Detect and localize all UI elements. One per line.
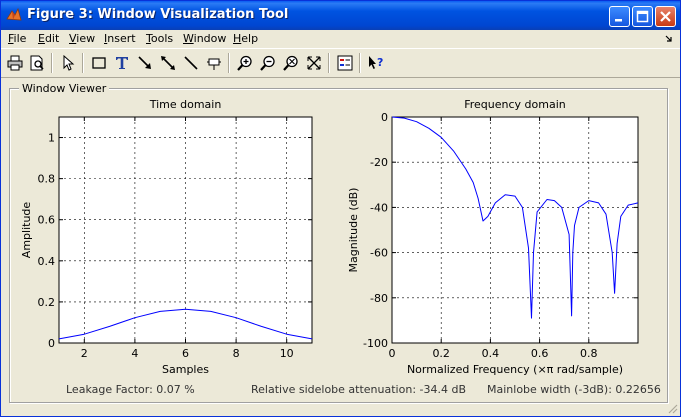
resize-grip-icon[interactable] (666, 402, 678, 414)
series-line (391, 116, 639, 319)
dock-arrow-icon[interactable] (665, 35, 673, 43)
zoom-out-button[interactable] (257, 52, 279, 74)
y-tick-label: -20 (370, 156, 388, 169)
x-tick-label: 2 (81, 347, 88, 360)
whats-this-button[interactable]: ? (365, 52, 387, 74)
toolbar-separator (228, 53, 230, 73)
zoom-in-button[interactable] (234, 52, 256, 74)
x-tick-label: 4 (131, 347, 138, 360)
mainlobe-width-text: Mainlobe width (-3dB): 0.22656 (487, 383, 661, 396)
close-button[interactable] (655, 6, 676, 27)
x-tick-label: 8 (233, 347, 240, 360)
toolbar-separator (328, 53, 330, 73)
pin-icon (207, 58, 221, 70)
frequency-domain-chart[interactable]: 0 0.2 0.4 0.6 0.8 0 -20 -40 -60 -80 -100 Frequency … (347, 98, 639, 376)
pan-button[interactable] (280, 52, 302, 74)
y-tick-label: 0.8 (38, 173, 56, 186)
legend-button[interactable] (334, 52, 356, 74)
toolbar-separator (51, 53, 53, 73)
menu-bar: File Edit View Insert Tools Window Help (1, 30, 680, 48)
y-tick-label: -40 (370, 201, 388, 214)
data-cursor-icon (307, 56, 321, 70)
chart-title: Time domain (149, 98, 222, 111)
insert-text-icon (116, 57, 128, 69)
axes-box (391, 116, 639, 344)
menu-edit[interactable]: Edit (38, 32, 60, 45)
print-preview-icon (30, 55, 44, 71)
menu-help[interactable]: Help (233, 32, 259, 45)
insert-arrow-icon (161, 56, 175, 70)
insert-line-icon (184, 56, 198, 70)
x-axis-label: Samples (162, 363, 209, 376)
minimize-icon (615, 19, 622, 22)
y-tick-label: 0 (381, 111, 388, 124)
y-tick-label: 0.4 (38, 255, 56, 268)
series-line (58, 308, 313, 340)
x-tick-label: 0.6 (531, 347, 549, 360)
print-preview-button[interactable] (26, 52, 48, 74)
insert-arrow-button[interactable] (134, 52, 156, 74)
toolbar-separator (359, 53, 361, 73)
menu-insert[interactable]: Insert (104, 32, 136, 45)
chart-title: Frequency domain (464, 98, 566, 111)
sidelobe-attenuation-text: Relative sidelobe attenuation: -34.4 dB (251, 383, 467, 396)
minimize-button[interactable] (609, 6, 630, 27)
y-tick-label: 1 (48, 132, 55, 145)
window-title: Figure 3: Window Visualization Tool (27, 7, 289, 22)
menu-file[interactable]: File (8, 32, 27, 45)
y-tick-label: 0.6 (38, 214, 56, 227)
select-arrow-icon (63, 55, 75, 71)
x-tick-label: 0.4 (482, 347, 500, 360)
toolbar-separator (82, 53, 84, 73)
y-tick-label: 0 (48, 337, 55, 350)
leakage-factor-text: Leakage Factor: 0.07 % (66, 383, 195, 396)
pin-button[interactable] (203, 52, 225, 74)
panel-title: Window Viewer (19, 82, 110, 95)
menu-tools[interactable]: Tools (146, 32, 174, 45)
y-tick-label: -100 (363, 337, 388, 350)
rotate-button[interactable] (303, 52, 325, 74)
zoom-out-icon (260, 55, 275, 71)
menu-window[interactable]: Window (183, 32, 227, 45)
insert-rectangle-button[interactable] (88, 52, 110, 74)
svg-text:?: ? (377, 56, 383, 69)
x-tick-label: 0.2 (432, 347, 450, 360)
x-axis-label: Normalized Frequency (×π rad/sample) (407, 363, 623, 376)
insert-text-button[interactable] (111, 52, 133, 74)
insert-line-button[interactable] (180, 52, 202, 74)
time-domain-chart[interactable]: 2 4 6 8 10 0 0.2 0.4 0.6 0.8 1 Time domain Samples Am… (20, 98, 313, 376)
menu-view[interactable]: View (69, 32, 96, 45)
pan-icon (283, 55, 298, 71)
maximize-button[interactable] (632, 6, 653, 27)
x-tick-label: 6 (182, 347, 189, 360)
legend-icon (337, 55, 353, 71)
print-icon (7, 55, 23, 71)
matlab-icon (6, 7, 22, 21)
window-viewer-panel (9, 88, 668, 403)
y-tick-label: -80 (370, 292, 388, 305)
y-axis-label: Magnitude (dB) (347, 188, 360, 273)
select-button[interactable] (57, 52, 79, 74)
y-tick-label: -60 (370, 247, 388, 260)
zoom-in-icon (237, 55, 252, 71)
print-button[interactable] (4, 52, 26, 74)
x-tick-label: 10 (280, 347, 294, 360)
maximize-icon (636, 10, 649, 23)
insert-double-arrow-button[interactable] (157, 52, 179, 74)
whats-this-help-icon: ? (369, 56, 383, 69)
plot-area (392, 117, 638, 343)
close-icon (660, 11, 671, 22)
insert-arrow-icon (138, 56, 151, 69)
toolbar: ? (1, 48, 680, 78)
x-tick-label: 0.8 (580, 347, 598, 360)
x-tick-label: 0 (389, 347, 396, 360)
title-bar[interactable]: Figure 3: Window Visualization Tool (1, 1, 680, 30)
y-tick-label: 0.2 (38, 296, 56, 309)
plot-area (59, 117, 312, 343)
insert-rectangle-icon (92, 57, 106, 69)
y-axis-label: Amplitude (20, 202, 33, 259)
